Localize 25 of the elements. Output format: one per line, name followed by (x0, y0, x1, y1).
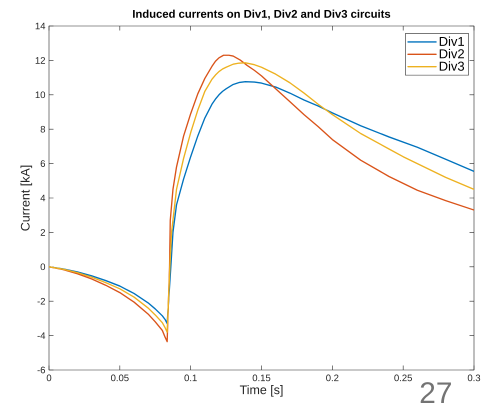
y-tick-label: 12 (36, 57, 46, 64)
x-tick-label: 0.05 (111, 374, 129, 382)
y-tick-label: 14 (36, 22, 46, 30)
y-tick-label: 6 (40, 160, 46, 167)
legend-label: Div2 (440, 48, 464, 58)
y-tick-label: 2 (40, 229, 46, 236)
x-tick-label: 0 (46, 374, 52, 382)
y-tick-label: 4 (40, 194, 46, 202)
legend-label: Div3 (440, 61, 464, 71)
y-axis-title: Current [kA] (20, 166, 32, 231)
y-tick-label: 0 (40, 263, 46, 270)
x-tick-label: 0.25 (394, 374, 412, 382)
x-tick-label: 0.1 (184, 374, 197, 382)
y-tick-label: -4 (37, 332, 46, 339)
y-tick-label: 8 (40, 126, 46, 133)
y-tick-label: 10 (36, 91, 46, 98)
text: 27 (420, 382, 451, 403)
legend-label: Div1 (440, 36, 464, 46)
y-tick-label: -2 (37, 298, 46, 305)
chart-title: Induced currents on Div1, Div2 and Div3 circuits (133, 10, 390, 20)
x-axis-title: Time [s] (240, 385, 283, 397)
x-tick-label: 0.3 (468, 374, 480, 382)
x-tick-label: 0.15 (252, 374, 270, 382)
x-tick-label: 0.2 (326, 374, 338, 382)
y-tick-label: -6 (37, 366, 46, 374)
